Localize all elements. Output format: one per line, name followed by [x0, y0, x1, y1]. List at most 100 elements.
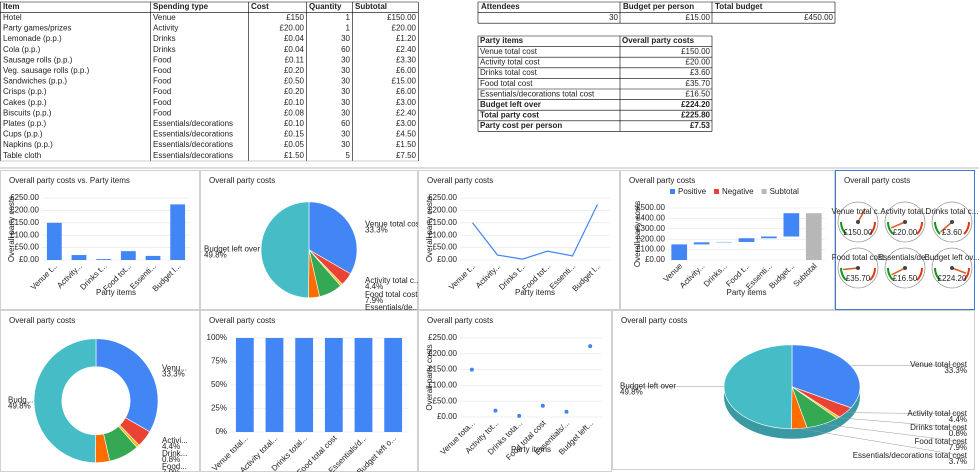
slice-label: Essentials/decorations total cost	[853, 451, 968, 460]
cell: 30	[341, 66, 350, 75]
chart-title: Overall party costs	[844, 176, 910, 185]
slice-label: Budget left over	[620, 382, 676, 391]
gauge-needle	[857, 208, 866, 223]
gauge-red	[916, 267, 923, 281]
bar	[96, 259, 112, 260]
bar	[71, 255, 87, 260]
y-tick-label: £0.00	[437, 255, 458, 264]
cell: Cola (p.p.)	[3, 45, 41, 54]
bar	[295, 338, 314, 432]
y-axis-label: Overall party costs	[425, 196, 434, 262]
gauge-hub	[903, 220, 907, 224]
bar	[354, 338, 373, 432]
slice-value-label: 7.9%	[949, 443, 967, 452]
bar	[120, 251, 136, 260]
cell: Budget left over	[480, 100, 541, 109]
scatter-point	[540, 403, 545, 408]
pie-slice	[95, 338, 159, 433]
chart-title: Overall party costs	[209, 176, 275, 185]
gauge-label: Activity total...	[880, 207, 929, 216]
gauge-hub	[856, 266, 860, 270]
gauge-needle	[891, 267, 906, 276]
gauge-needle	[951, 267, 967, 274]
cell: £450.00	[804, 13, 833, 22]
cell: £0.20	[284, 66, 305, 75]
chart-panel[interactable]	[0, 170, 200, 310]
cell: 5	[346, 151, 351, 160]
slice-label: Essentials/de...	[365, 303, 419, 312]
chart-panel[interactable]	[620, 170, 835, 310]
y-tick-label: £0.00	[645, 255, 666, 264]
slice-label: Drink...	[162, 449, 187, 458]
gauge-hub	[903, 266, 907, 270]
cell: Venue	[153, 13, 176, 22]
leader-line	[799, 428, 965, 457]
chart-panel[interactable]	[418, 170, 620, 310]
cell: Drinks	[153, 45, 176, 54]
y-axis-label: Overall party costs	[7, 196, 16, 262]
cell: Hotel	[3, 13, 22, 22]
column-header: Subtotal	[355, 2, 387, 11]
cell: £15.00	[686, 13, 711, 22]
y-tick-label: £250.00	[428, 333, 457, 342]
cell: £1.20	[396, 34, 417, 43]
y-tick-label: £150.00	[428, 218, 457, 227]
cell: £15.00	[392, 77, 417, 86]
y-tick-label: £0.00	[19, 255, 40, 264]
chart-title: Overall party costs	[629, 176, 695, 185]
gauge-value: £20.00	[893, 228, 918, 237]
cell: £20.00	[280, 24, 305, 33]
y-tick-label: £100.00	[10, 230, 39, 239]
cell: 30	[341, 77, 350, 86]
x-axis-label: Party items	[96, 288, 136, 297]
cell: Food	[153, 87, 171, 96]
gauge-hub	[950, 266, 954, 270]
chart-title: Overall party costs	[9, 316, 75, 325]
cell: 30	[341, 108, 350, 117]
cell: Lemonade (p.p.)	[3, 34, 62, 43]
legend-swatch	[714, 189, 720, 194]
gauge-label: Food total cost	[832, 253, 885, 262]
bar	[384, 338, 403, 432]
cell: Cups (p.p.)	[3, 130, 43, 139]
cell: £0.20	[284, 87, 305, 96]
cell: Food	[153, 108, 171, 117]
gauge-hub	[856, 220, 860, 224]
slice-value-label: 33.3%	[162, 369, 185, 378]
cell: £0.10	[284, 98, 305, 107]
gauge-label: Essentials/de...	[878, 253, 932, 262]
gauge-label: Budget left ov...	[925, 253, 979, 262]
gauge-green	[887, 267, 894, 281]
column-header: Budget per person	[623, 2, 694, 11]
legend-swatch	[761, 189, 767, 194]
cell: Drinks total cost	[480, 68, 538, 77]
cell: Party cost per person	[480, 121, 562, 130]
cell: Party games/prizes	[3, 24, 71, 33]
scatter-point	[588, 344, 593, 349]
slice-value-label: 3.7%	[949, 457, 967, 466]
y-tick-label: £250.00	[428, 193, 457, 202]
leader-line	[845, 412, 965, 415]
slice-value-label: 33.3%	[944, 366, 967, 375]
slice-label: Drinks total cost	[910, 423, 968, 432]
legend-label: Negative	[722, 187, 754, 196]
chart-title: Overall party costs	[427, 176, 493, 185]
y-tick-label: 75%	[211, 357, 227, 366]
scatter-point	[517, 413, 522, 418]
y-tick-label: £50.00	[433, 396, 458, 405]
slice-value-label: 0.8%	[949, 429, 967, 438]
cell: £2.40	[396, 45, 417, 54]
chart-panel[interactable]	[418, 310, 612, 472]
gauge-red	[916, 221, 923, 235]
cell: 30	[341, 55, 350, 64]
waterfall-bar	[761, 236, 777, 239]
slice-value-label: 0.8%	[162, 455, 180, 464]
cell: Essentials/decorations	[153, 151, 233, 160]
y-tick-label: £150.00	[10, 218, 39, 227]
cell: £7.53	[690, 121, 711, 130]
slice-label: Food total cost	[915, 437, 968, 446]
x-axis-label: Party items	[511, 445, 551, 454]
cell: £3.00	[396, 98, 417, 107]
legend-label: Subtotal	[770, 187, 800, 196]
gauge-needle	[843, 267, 859, 271]
